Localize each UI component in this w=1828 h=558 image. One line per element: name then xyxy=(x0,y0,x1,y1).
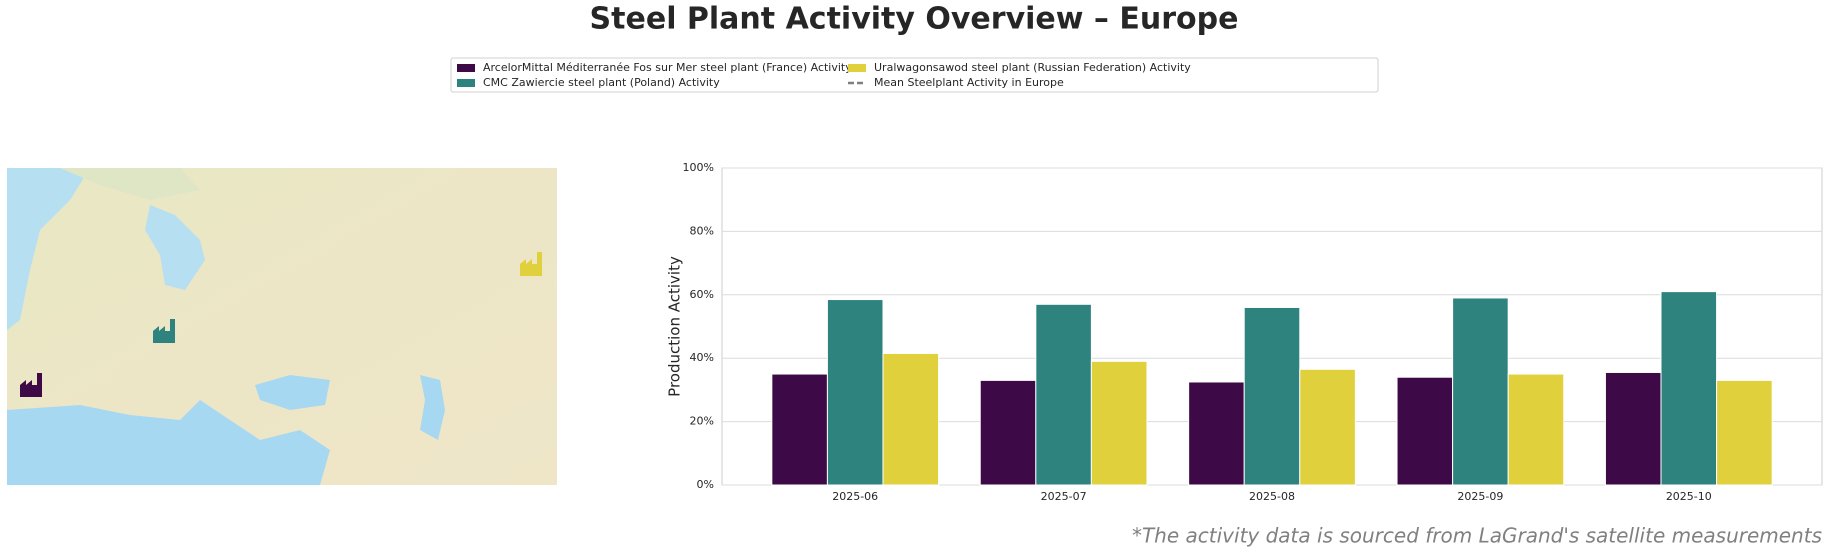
plant-icon xyxy=(153,319,175,343)
y-axis-label: Production Activity xyxy=(666,256,684,397)
bar xyxy=(826,299,884,486)
legend-swatch xyxy=(457,79,475,87)
map-sea xyxy=(255,375,330,410)
map-sea xyxy=(7,168,90,330)
y-tick-label: 100% xyxy=(683,161,714,174)
plant-icon xyxy=(520,252,542,276)
footnote: *The activity data is sourced from LaGra… xyxy=(1132,524,1822,548)
bar xyxy=(1299,368,1356,486)
x-tick-label: 2025-10 xyxy=(1666,490,1712,503)
bar xyxy=(1660,291,1718,486)
y-tick-label: 80% xyxy=(690,224,714,237)
plant-icon xyxy=(20,373,42,397)
legend-label: Uralwagonsawod steel plant (Russian Fede… xyxy=(874,61,1191,74)
legend-label: ArcelorMittal Méditerranée Fos sur Mer s… xyxy=(483,61,852,74)
x-tick-label: 2025-07 xyxy=(1041,490,1087,503)
bar xyxy=(1396,376,1454,486)
map-land-detail xyxy=(60,168,200,200)
legend-box xyxy=(450,57,1379,93)
map xyxy=(7,168,557,485)
bar xyxy=(979,379,1037,486)
x-tick-label: 2025-09 xyxy=(1457,490,1503,503)
bar xyxy=(1716,379,1773,486)
bar xyxy=(1452,297,1509,486)
bar xyxy=(1035,303,1092,486)
legend-label: CMC Zawiercie steel plant (Poland) Activ… xyxy=(483,76,720,89)
x-tick-label: 2025-06 xyxy=(832,490,878,503)
map-sea xyxy=(420,375,445,440)
bar xyxy=(1188,381,1245,486)
map-sea xyxy=(7,400,330,485)
y-tick-label: 60% xyxy=(690,288,714,301)
bar xyxy=(1604,371,1662,486)
bar xyxy=(1507,373,1565,486)
bar xyxy=(771,373,828,486)
chart-title: Steel Plant Activity Overview – Europe xyxy=(590,2,1239,37)
bar xyxy=(882,352,940,486)
y-tick-label: 0% xyxy=(697,478,714,491)
bar xyxy=(1090,360,1148,486)
y-tick-label: 40% xyxy=(690,351,714,364)
legend-swatch xyxy=(848,64,866,72)
x-tick-label: 2025-08 xyxy=(1249,490,1295,503)
y-tick-label: 20% xyxy=(690,415,714,428)
map-sea xyxy=(145,205,205,290)
bar xyxy=(1243,306,1301,486)
legend-label: Mean Steelplant Activity in Europe xyxy=(874,76,1064,89)
legend-swatch xyxy=(457,64,475,72)
